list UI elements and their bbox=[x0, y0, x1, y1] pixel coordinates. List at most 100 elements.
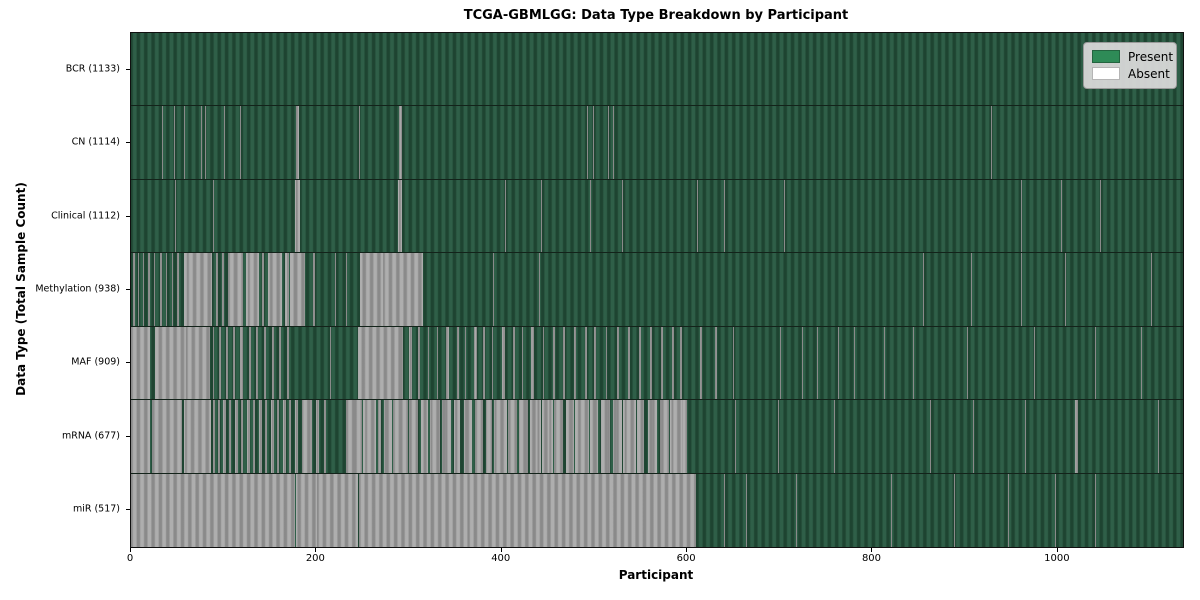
absent-segment bbox=[295, 473, 359, 547]
absent-segment bbox=[991, 106, 993, 179]
absent-segment bbox=[627, 326, 630, 400]
absent-segment bbox=[1141, 326, 1143, 400]
absent-segment bbox=[246, 400, 250, 473]
absent-segment bbox=[421, 400, 428, 473]
absent-segment bbox=[542, 326, 545, 400]
y-tick-mark bbox=[126, 435, 130, 437]
absent-segment bbox=[612, 400, 623, 473]
absent-segment bbox=[565, 400, 575, 473]
absent-segment bbox=[409, 400, 419, 473]
absent-segment bbox=[972, 400, 974, 473]
absent-segment bbox=[661, 326, 663, 400]
absent-segment bbox=[501, 326, 505, 400]
absent-segment bbox=[409, 326, 412, 400]
x-tick-label-400: 400 bbox=[491, 553, 511, 564]
absent-segment bbox=[519, 400, 528, 473]
absent-segment bbox=[265, 400, 268, 473]
y-tick-mark bbox=[126, 68, 130, 70]
absent-segment bbox=[228, 253, 244, 326]
absent-segment bbox=[268, 253, 283, 326]
y-tick-mark bbox=[126, 289, 130, 290]
absent-segment bbox=[574, 400, 589, 473]
absent-segment bbox=[258, 400, 262, 473]
absent-segment bbox=[802, 326, 804, 400]
row-Clinical bbox=[131, 179, 1183, 254]
y-tick-label-Methylation: Methylation (938) bbox=[35, 283, 120, 295]
absent-segment bbox=[585, 326, 587, 400]
absent-segment bbox=[377, 400, 382, 473]
absent-swatch-icon bbox=[1092, 67, 1120, 80]
absent-segment bbox=[229, 400, 232, 473]
legend-item-absent: Absent bbox=[1092, 65, 1170, 82]
absent-segment bbox=[132, 253, 135, 326]
absent-segment bbox=[143, 253, 145, 326]
absent-segment bbox=[359, 106, 360, 179]
row-BCR bbox=[131, 33, 1183, 107]
absent-segment bbox=[147, 253, 150, 326]
x-tick-mark bbox=[1056, 548, 1058, 552]
absent-segment bbox=[213, 179, 215, 253]
absent-segment bbox=[493, 253, 495, 326]
absent-segment bbox=[256, 326, 258, 400]
absent-segment bbox=[279, 326, 282, 400]
absent-segment bbox=[283, 400, 286, 473]
absent-segment bbox=[430, 400, 440, 473]
absent-segment bbox=[669, 400, 682, 473]
absent-segment bbox=[637, 400, 644, 473]
x-tick-mark bbox=[871, 548, 873, 552]
absent-segment bbox=[1094, 326, 1096, 400]
absent-segment bbox=[270, 400, 274, 473]
absent-segment bbox=[219, 326, 221, 400]
absent-segment bbox=[398, 106, 402, 179]
absent-segment bbox=[131, 326, 150, 400]
absent-segment bbox=[492, 326, 494, 400]
absent-segment bbox=[605, 326, 608, 400]
absent-segment bbox=[587, 106, 589, 179]
absent-segment bbox=[330, 326, 332, 400]
absent-segment bbox=[436, 326, 438, 400]
absent-segment bbox=[226, 326, 229, 400]
absent-segment bbox=[183, 253, 212, 326]
absent-segment bbox=[453, 400, 461, 473]
absent-segment bbox=[638, 326, 641, 400]
y-tick-label-BCR: BCR (1133) bbox=[65, 63, 120, 75]
absent-segment bbox=[538, 253, 540, 326]
absent-segment bbox=[346, 253, 348, 326]
y-tick-mark bbox=[126, 215, 130, 217]
absent-segment bbox=[700, 326, 702, 400]
absent-segment bbox=[241, 400, 244, 473]
absent-segment bbox=[234, 400, 238, 473]
absent-segment bbox=[245, 253, 259, 326]
absent-segment bbox=[200, 106, 202, 179]
absent-segment bbox=[913, 326, 915, 400]
absent-segment bbox=[589, 179, 591, 253]
absent-segment bbox=[1099, 179, 1101, 253]
absent-segment bbox=[446, 326, 449, 400]
absent-segment bbox=[177, 253, 180, 326]
row-CN bbox=[131, 106, 1183, 180]
absent-segment bbox=[508, 400, 517, 473]
absent-segment bbox=[483, 326, 486, 400]
absent-segment bbox=[562, 326, 565, 400]
absent-segment bbox=[589, 400, 599, 473]
absent-segment bbox=[1020, 253, 1022, 326]
absent-segment bbox=[334, 253, 336, 326]
absent-segment bbox=[1060, 179, 1062, 253]
absent-segment bbox=[594, 326, 597, 400]
x-tick-label-1000: 1000 bbox=[1044, 553, 1070, 564]
absent-segment bbox=[745, 473, 747, 547]
absent-segment bbox=[648, 400, 658, 473]
absent-segment bbox=[218, 400, 220, 473]
chart-title: TCGA-GBMLGG: Data Type Breakdown by Part… bbox=[463, 8, 849, 23]
x-axis-label: Participant bbox=[618, 568, 694, 582]
absent-segment bbox=[954, 473, 956, 547]
absent-segment bbox=[733, 326, 735, 400]
absent-segment bbox=[1150, 253, 1152, 326]
x-tick-label-800: 800 bbox=[861, 553, 882, 564]
legend: Present Absent bbox=[1083, 42, 1177, 89]
absent-segment bbox=[463, 400, 473, 473]
y-tick-mark bbox=[126, 362, 130, 364]
absent-segment bbox=[1020, 179, 1022, 253]
absent-segment bbox=[362, 400, 376, 473]
